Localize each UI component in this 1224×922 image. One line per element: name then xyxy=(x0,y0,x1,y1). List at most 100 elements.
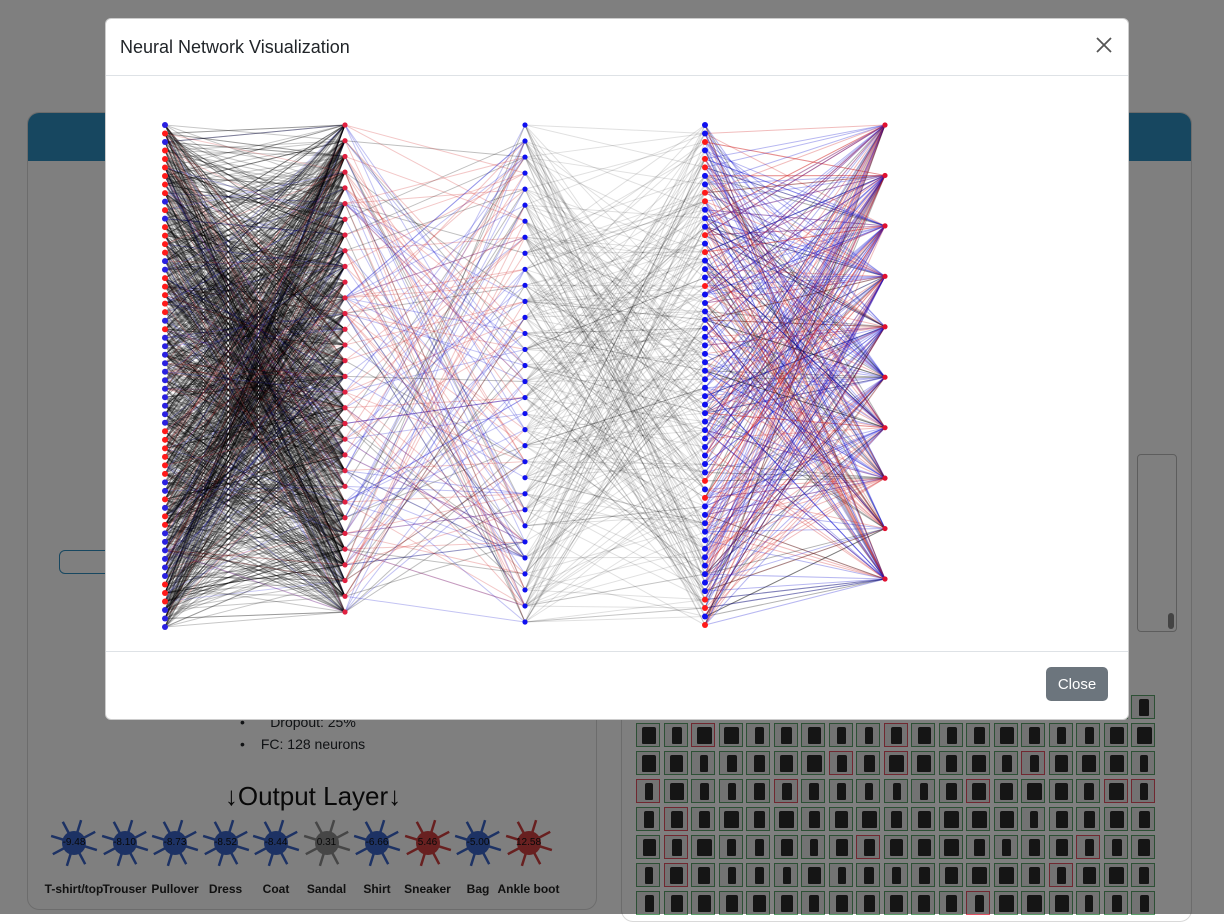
neuron-node xyxy=(162,428,168,434)
neuron-node xyxy=(702,376,708,382)
neuron-node xyxy=(702,469,708,475)
neuron-node xyxy=(162,224,168,230)
neuron-node xyxy=(342,248,347,253)
neuron-node xyxy=(702,181,708,187)
neuron-node xyxy=(162,360,168,366)
neuron-node xyxy=(162,403,168,409)
neuron-node xyxy=(162,343,168,349)
neuron-node xyxy=(162,165,168,171)
neuron-node xyxy=(702,291,708,297)
neuron-node xyxy=(702,478,708,484)
neuron-node xyxy=(882,122,887,127)
neuron-node xyxy=(162,598,168,604)
neuron-node xyxy=(522,363,527,368)
neuron-node xyxy=(882,274,887,279)
neuron-node xyxy=(522,507,527,512)
neuron-node xyxy=(702,554,708,560)
network-visualization-modal: Neural Network Visualization Close xyxy=(105,18,1129,720)
neuron-node xyxy=(702,156,708,162)
connections xyxy=(165,125,885,627)
neuron-node xyxy=(342,342,347,347)
neuron-node xyxy=(342,279,347,284)
neuron-node xyxy=(702,139,708,145)
neuron-node xyxy=(702,512,708,518)
neuron-node xyxy=(162,420,168,426)
neuron-node xyxy=(702,122,708,128)
neuron-node xyxy=(342,170,347,175)
neuron-node xyxy=(342,405,347,410)
neuron-node xyxy=(162,122,168,128)
neuron-node xyxy=(342,421,347,426)
neuron-node xyxy=(162,173,168,179)
neuron-node xyxy=(162,573,168,579)
neuron-node xyxy=(702,351,708,357)
neuron-node xyxy=(702,622,708,628)
neuron-node xyxy=(882,375,887,380)
neuron-node xyxy=(162,267,168,273)
neuron-node xyxy=(702,597,708,603)
close-icon[interactable] xyxy=(1092,33,1116,57)
layer-3 xyxy=(522,122,527,624)
neuron-node xyxy=(882,576,887,581)
neuron-node xyxy=(702,444,708,450)
neuron-node xyxy=(702,614,708,620)
neuron-node xyxy=(162,258,168,264)
connection-edge xyxy=(525,125,705,133)
neuron-node xyxy=(342,468,347,473)
neuron-node xyxy=(702,325,708,331)
neuron-node xyxy=(702,410,708,416)
neuron-node xyxy=(162,335,168,341)
neuron-node xyxy=(162,530,168,536)
modal-footer: Close xyxy=(106,651,1128,720)
neuron-node xyxy=(882,476,887,481)
neuron-node xyxy=(522,379,527,384)
connection-edge xyxy=(345,542,525,596)
neuron-node xyxy=(342,327,347,332)
neuron-node xyxy=(522,427,527,432)
neuron-node xyxy=(162,352,168,358)
neuron-node xyxy=(162,607,168,613)
neuron-node xyxy=(162,250,168,256)
neuron-node xyxy=(522,347,527,352)
neuron-node xyxy=(882,324,887,329)
neuron-node xyxy=(162,411,168,417)
neuron-node xyxy=(702,224,708,230)
connection-edge xyxy=(525,608,705,622)
neuron-node xyxy=(162,131,168,137)
neuron-node xyxy=(162,182,168,188)
neuron-node xyxy=(702,249,708,255)
neuron-node xyxy=(882,173,887,178)
neuron-node xyxy=(702,266,708,272)
neuron-node xyxy=(162,292,168,298)
neuron-node xyxy=(342,358,347,363)
close-button[interactable]: Close xyxy=(1046,667,1108,701)
neuron-node xyxy=(162,590,168,596)
neuron-node xyxy=(702,215,708,221)
connection-edge xyxy=(525,617,705,622)
neuron-node xyxy=(702,317,708,323)
neuron-node xyxy=(522,283,527,288)
neuron-node xyxy=(882,425,887,430)
neuron-node xyxy=(162,522,168,528)
connection-edge xyxy=(705,579,885,608)
neuron-node xyxy=(342,232,347,237)
neuron-node xyxy=(522,122,527,127)
neuron-node xyxy=(162,284,168,290)
neuron-node xyxy=(342,484,347,489)
connection-edge xyxy=(345,125,525,221)
neuron-node xyxy=(522,411,527,416)
modal-body xyxy=(106,76,1128,651)
neuron-node xyxy=(522,459,527,464)
neuron-node xyxy=(162,581,168,587)
neuron-node xyxy=(702,207,708,213)
neuron-node xyxy=(162,539,168,545)
neuron-node xyxy=(342,122,347,127)
neuron-node xyxy=(522,443,527,448)
neuron-node xyxy=(522,203,527,208)
neuron-node xyxy=(162,556,168,562)
neuron-node xyxy=(342,311,347,316)
neuron-node xyxy=(342,578,347,583)
neuron-node xyxy=(162,547,168,553)
neuron-node xyxy=(162,233,168,239)
neuron-node xyxy=(702,130,708,136)
